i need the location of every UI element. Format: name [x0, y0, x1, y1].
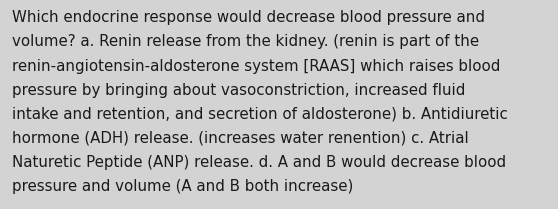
Text: Which endocrine response would decrease blood pressure and: Which endocrine response would decrease …	[12, 10, 485, 25]
Text: pressure and volume (A and B both increase): pressure and volume (A and B both increa…	[12, 179, 354, 194]
Text: intake and retention, and secretion of aldosterone) b. Antidiuretic: intake and retention, and secretion of a…	[12, 107, 508, 122]
Text: pressure by bringing about vasoconstriction, increased fluid: pressure by bringing about vasoconstrict…	[12, 83, 465, 98]
Text: volume? a. Renin release from the kidney. (renin is part of the: volume? a. Renin release from the kidney…	[12, 34, 479, 50]
Text: Naturetic Peptide (ANP) release. d. A and B would decrease blood: Naturetic Peptide (ANP) release. d. A an…	[12, 155, 507, 170]
Text: hormone (ADH) release. (increases water renention) c. Atrial: hormone (ADH) release. (increases water …	[12, 131, 469, 146]
Text: renin-angiotensin-aldosterone system [RAAS] which raises blood: renin-angiotensin-aldosterone system [RA…	[12, 59, 501, 74]
